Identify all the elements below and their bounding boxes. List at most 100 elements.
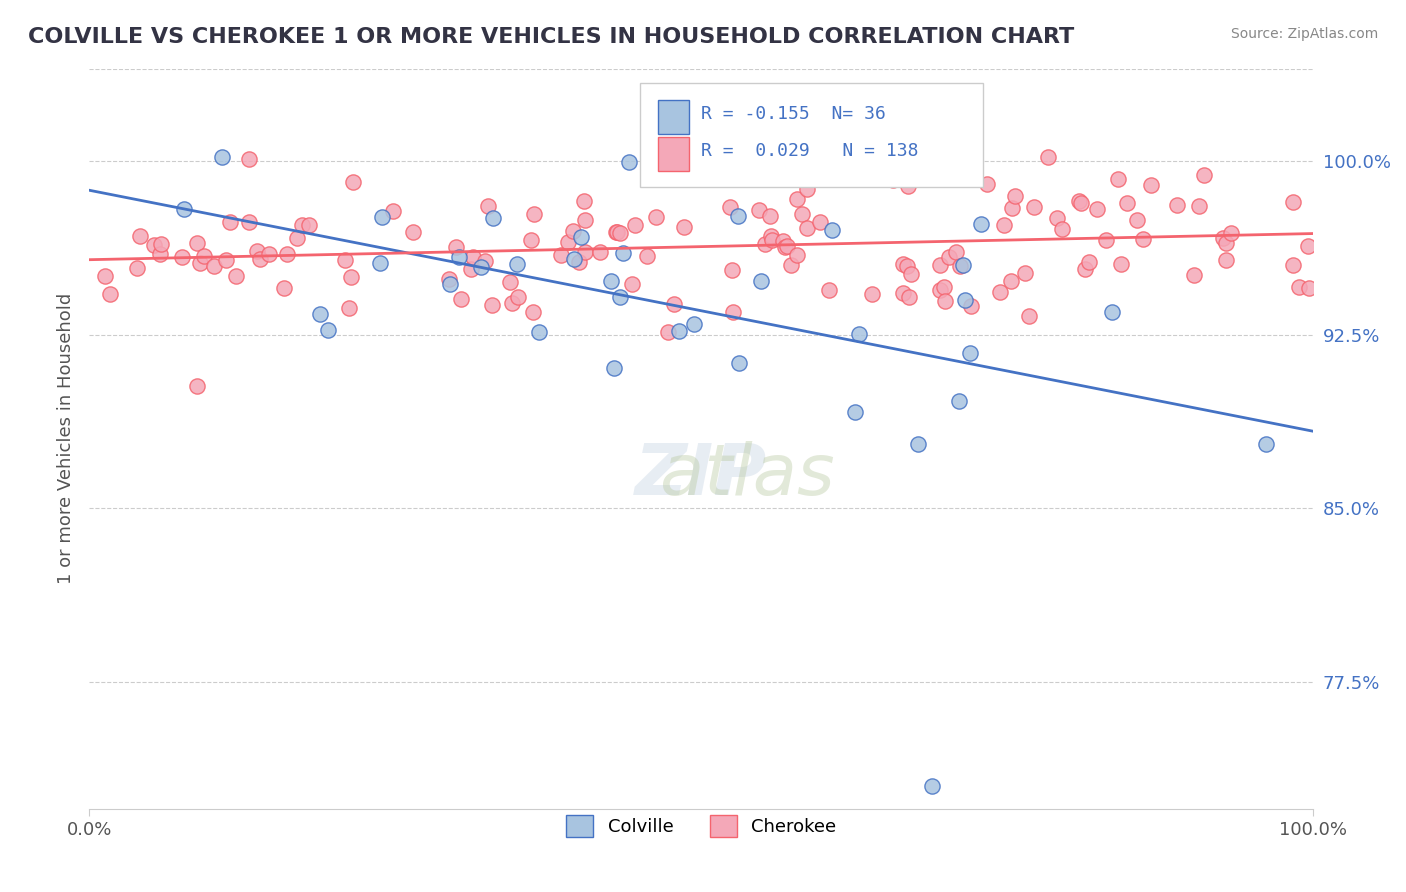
Point xyxy=(748,203,770,218)
Point xyxy=(172,250,194,264)
Point xyxy=(98,287,121,301)
Point xyxy=(970,217,993,231)
Point xyxy=(993,218,1015,232)
Point xyxy=(928,259,950,273)
Point xyxy=(990,285,1012,299)
Point xyxy=(949,259,972,273)
Point xyxy=(316,323,339,337)
Point xyxy=(1282,195,1305,210)
Point xyxy=(93,269,115,284)
Point xyxy=(786,192,808,206)
Point xyxy=(1085,202,1108,216)
Point xyxy=(609,226,631,240)
Point xyxy=(499,275,522,289)
Point xyxy=(460,262,482,277)
Point xyxy=(506,257,529,271)
Point xyxy=(976,178,998,192)
Point xyxy=(1074,262,1097,277)
Point xyxy=(550,248,572,262)
Point xyxy=(1126,212,1149,227)
Point xyxy=(371,211,394,225)
FancyBboxPatch shape xyxy=(640,83,983,187)
Point xyxy=(193,249,215,263)
Point xyxy=(340,269,363,284)
Point xyxy=(1111,256,1133,270)
Point xyxy=(898,290,921,304)
Point xyxy=(1298,281,1320,295)
Point xyxy=(335,253,357,268)
Point xyxy=(612,246,634,260)
Point xyxy=(574,212,596,227)
Point xyxy=(617,155,640,169)
Point xyxy=(574,245,596,260)
Text: R = -0.155  N= 36: R = -0.155 N= 36 xyxy=(702,105,886,123)
Point xyxy=(900,267,922,281)
Point xyxy=(780,258,803,272)
Point xyxy=(1004,189,1026,203)
Point xyxy=(444,239,467,253)
Point xyxy=(934,293,956,308)
Point xyxy=(796,221,818,235)
Point xyxy=(225,268,247,283)
Point xyxy=(796,182,818,196)
Point xyxy=(186,379,208,393)
Point xyxy=(1045,211,1067,225)
Point xyxy=(1050,221,1073,235)
Point xyxy=(173,202,195,217)
Point xyxy=(637,249,659,263)
Point xyxy=(761,233,783,247)
Point xyxy=(948,394,970,409)
Point xyxy=(603,360,626,375)
Point xyxy=(644,210,666,224)
Point xyxy=(860,287,883,301)
Point xyxy=(1095,234,1118,248)
Point xyxy=(238,215,260,229)
Point xyxy=(474,254,496,268)
Point xyxy=(682,317,704,331)
Point xyxy=(342,174,364,188)
Point xyxy=(308,307,330,321)
Point xyxy=(215,253,238,268)
Text: atlas: atlas xyxy=(568,442,835,510)
Point xyxy=(1018,309,1040,323)
Point xyxy=(609,290,631,304)
Point xyxy=(844,404,866,418)
Point xyxy=(527,325,550,339)
Point xyxy=(960,299,983,313)
Point xyxy=(848,326,870,341)
Point xyxy=(561,224,583,238)
Point xyxy=(1184,268,1206,282)
Point xyxy=(792,207,814,221)
Text: R =  0.029   N = 138: R = 0.029 N = 138 xyxy=(702,143,918,161)
Point xyxy=(668,324,690,338)
Point xyxy=(606,225,628,239)
Point xyxy=(273,281,295,295)
Text: COLVILLE VS CHEROKEE 1 OR MORE VEHICLES IN HOUSEHOLD CORRELATION CHART: COLVILLE VS CHEROKEE 1 OR MORE VEHICLES … xyxy=(28,27,1074,46)
Point xyxy=(772,234,794,248)
Point xyxy=(447,250,470,264)
Point xyxy=(673,220,696,235)
Point xyxy=(143,238,166,252)
Point xyxy=(775,240,797,254)
Point xyxy=(759,209,782,223)
Point xyxy=(1014,266,1036,280)
Point xyxy=(368,256,391,270)
Point xyxy=(891,286,914,301)
Point xyxy=(897,178,920,193)
Point xyxy=(522,305,544,319)
Bar xyxy=(658,101,689,134)
Point xyxy=(564,252,586,267)
Point xyxy=(204,259,226,273)
Point xyxy=(882,173,904,187)
Point xyxy=(1036,150,1059,164)
Point xyxy=(938,250,960,264)
Point xyxy=(298,219,321,233)
Point xyxy=(711,157,734,171)
Point xyxy=(599,275,621,289)
Point xyxy=(945,245,967,260)
Point xyxy=(238,152,260,166)
Point xyxy=(762,111,785,125)
Point xyxy=(285,231,308,245)
Point xyxy=(657,326,679,340)
Point xyxy=(249,252,271,266)
